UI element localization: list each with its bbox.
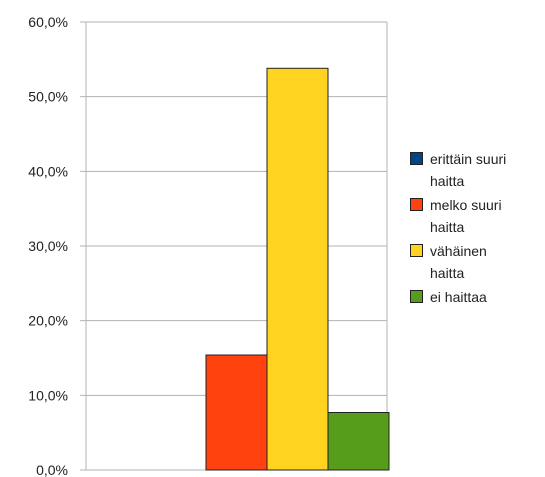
y-tick-label: 10,0% [28, 387, 68, 403]
bar [266, 67, 329, 471]
grid-lines [86, 21, 387, 396]
y-tick-label: 0,0% [36, 462, 68, 477]
bar [205, 354, 268, 471]
y-tick-label: 50,0% [28, 89, 68, 105]
legend-swatch [410, 198, 423, 211]
legend: erittäin suuri haitta melko suuri haitta v… [410, 148, 540, 310]
y-tick-label: 60,0% [28, 14, 68, 30]
legend-swatch [410, 290, 423, 303]
legend-swatch [410, 152, 423, 165]
legend-item: erittäin suuri haitta [410, 148, 540, 192]
y-tick-label: 20,0% [28, 313, 68, 329]
y-tick-labels: 0,0% 10,0% 20,0% 30,0% 40,0% 50,0% 60,0% [28, 14, 86, 477]
legend-label: ei haittaa [430, 289, 487, 305]
legend-label: erittäin suuri haitta [430, 151, 507, 189]
legend-label: melko suuri haitta [430, 197, 502, 235]
legend-swatch [410, 244, 423, 257]
bar [327, 412, 390, 471]
y-tick-label: 40,0% [28, 163, 68, 179]
legend-item: ei haittaa [410, 286, 540, 308]
legend-item: vähäinen haitta [410, 240, 540, 284]
y-tick-label: 30,0% [28, 238, 68, 254]
legend-item: melko suuri haitta [410, 194, 540, 238]
legend-label: vähäinen haitta [430, 243, 487, 281]
bars [205, 67, 390, 471]
